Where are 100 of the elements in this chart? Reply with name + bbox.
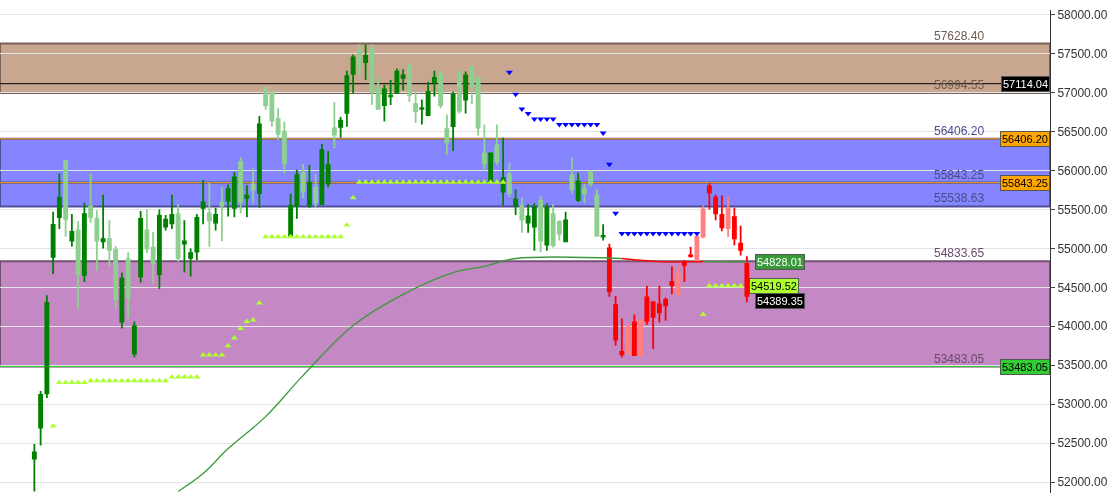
text: 54389.35	[757, 295, 803, 307]
line-series	[177, 256, 623, 493]
candlestick	[425, 80, 431, 117]
y-tick-label: 56000.00	[1057, 163, 1108, 178]
ref-line-label: 56406.20	[1002, 133, 1048, 145]
candlestick	[369, 43, 375, 106]
candlestick	[506, 161, 512, 198]
data-label: 54828.01	[757, 256, 803, 268]
point	[612, 211, 620, 217]
y-tick-label: 56500.00	[1057, 124, 1108, 139]
candlestick	[44, 294, 50, 399]
candlestick	[144, 208, 150, 254]
y-tick-label: 52000.00	[1057, 475, 1108, 490]
candlestick	[313, 173, 319, 209]
candlestick	[706, 182, 712, 211]
candlestick	[431, 69, 437, 98]
candlestick	[413, 90, 419, 124]
candlestick	[256, 115, 262, 209]
candlestick	[356, 43, 362, 77]
candlestick	[519, 196, 525, 234]
candlestick	[538, 195, 544, 254]
candlestick	[56, 172, 62, 230]
candlestick	[581, 182, 587, 205]
candlestick	[575, 171, 581, 203]
candlestick	[238, 156, 244, 215]
candlestick	[319, 143, 325, 206]
candlestick	[69, 213, 75, 248]
candlestick	[406, 62, 412, 103]
ref-line-label: 57114.04	[1003, 78, 1049, 90]
candlestick	[688, 245, 694, 259]
y-tick-label: 54000.00	[1057, 319, 1108, 334]
candlestick	[131, 320, 137, 359]
annotation: 57628.40	[934, 29, 985, 43]
candlestick	[744, 255, 750, 304]
candlestick	[375, 76, 381, 111]
data-label: 54519.52	[751, 280, 797, 292]
candlestick	[31, 443, 37, 493]
candlestick	[394, 67, 400, 95]
candlestick	[206, 182, 212, 248]
candlestick	[94, 209, 100, 272]
candlestick	[350, 53, 356, 95]
candlestick	[300, 163, 306, 200]
candlestick	[200, 178, 206, 226]
y-tick-label: 53500.00	[1057, 358, 1108, 373]
candlestick	[338, 115, 344, 139]
candlestick	[81, 201, 87, 283]
annotation: 56406.20	[934, 124, 985, 138]
candlestick	[463, 70, 469, 115]
candlestick	[444, 113, 450, 156]
candlestick	[219, 185, 225, 243]
candlestick	[138, 210, 144, 284]
candlestick	[125, 251, 131, 320]
candlestick	[544, 202, 550, 252]
candlestick	[100, 193, 106, 250]
candlestick	[669, 265, 675, 296]
y-tick-label: 58000.00	[1057, 7, 1108, 22]
candlestick	[50, 210, 56, 275]
ref-line-label: 55843.25	[1002, 177, 1048, 189]
candlestick	[325, 150, 331, 189]
y-tick-label: 55000.00	[1057, 241, 1108, 256]
candlestick	[469, 65, 475, 106]
candlestick	[250, 167, 256, 205]
candlestick	[731, 206, 737, 247]
candlestick	[738, 224, 744, 257]
candlestick	[625, 322, 631, 356]
candlestick	[38, 390, 44, 447]
candlestick	[475, 76, 481, 137]
candlestick	[456, 68, 462, 115]
candlestick	[181, 219, 187, 274]
candlestick	[119, 271, 125, 330]
candlestick	[513, 188, 519, 216]
candlestick	[638, 319, 644, 359]
candlestick	[194, 213, 200, 261]
candlestick	[631, 313, 637, 357]
candlestick	[694, 235, 700, 263]
candlestick	[331, 101, 337, 149]
candlestick	[363, 43, 369, 82]
candlestick	[63, 160, 69, 238]
candlestick	[188, 247, 194, 278]
candlestick	[644, 284, 650, 326]
candlestick	[481, 123, 487, 172]
candlestick	[563, 210, 569, 244]
y-tick-label: 53000.00	[1057, 397, 1108, 412]
candlestick	[619, 317, 625, 359]
candlestick	[600, 223, 606, 242]
candlestick	[344, 69, 350, 128]
candlestick	[588, 168, 594, 188]
candlestick	[306, 164, 312, 209]
ref-line-label: 53483.05	[1002, 361, 1048, 373]
candlestick	[713, 193, 719, 222]
candlestick	[175, 203, 181, 263]
candlestick	[675, 265, 681, 297]
candlestick	[75, 220, 81, 311]
candlestick	[594, 188, 600, 238]
annotation: 55538.63	[934, 191, 985, 205]
annotation: 53483.05	[934, 352, 985, 366]
candlestick	[150, 231, 156, 285]
y-tick-label: 57500.00	[1057, 46, 1108, 61]
y-tick-label: 54500.00	[1057, 280, 1108, 295]
candlestick	[88, 172, 94, 224]
